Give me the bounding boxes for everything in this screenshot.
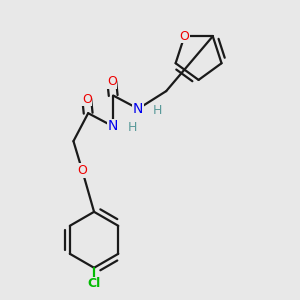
Text: H: H <box>128 122 137 134</box>
Text: N: N <box>108 119 119 134</box>
Text: O: O <box>179 30 189 43</box>
Text: Cl: Cl <box>87 278 101 290</box>
Text: N: N <box>133 102 143 116</box>
Text: O: O <box>107 75 117 88</box>
Text: O: O <box>82 93 92 106</box>
Text: H: H <box>153 104 162 117</box>
Text: O: O <box>77 164 87 177</box>
